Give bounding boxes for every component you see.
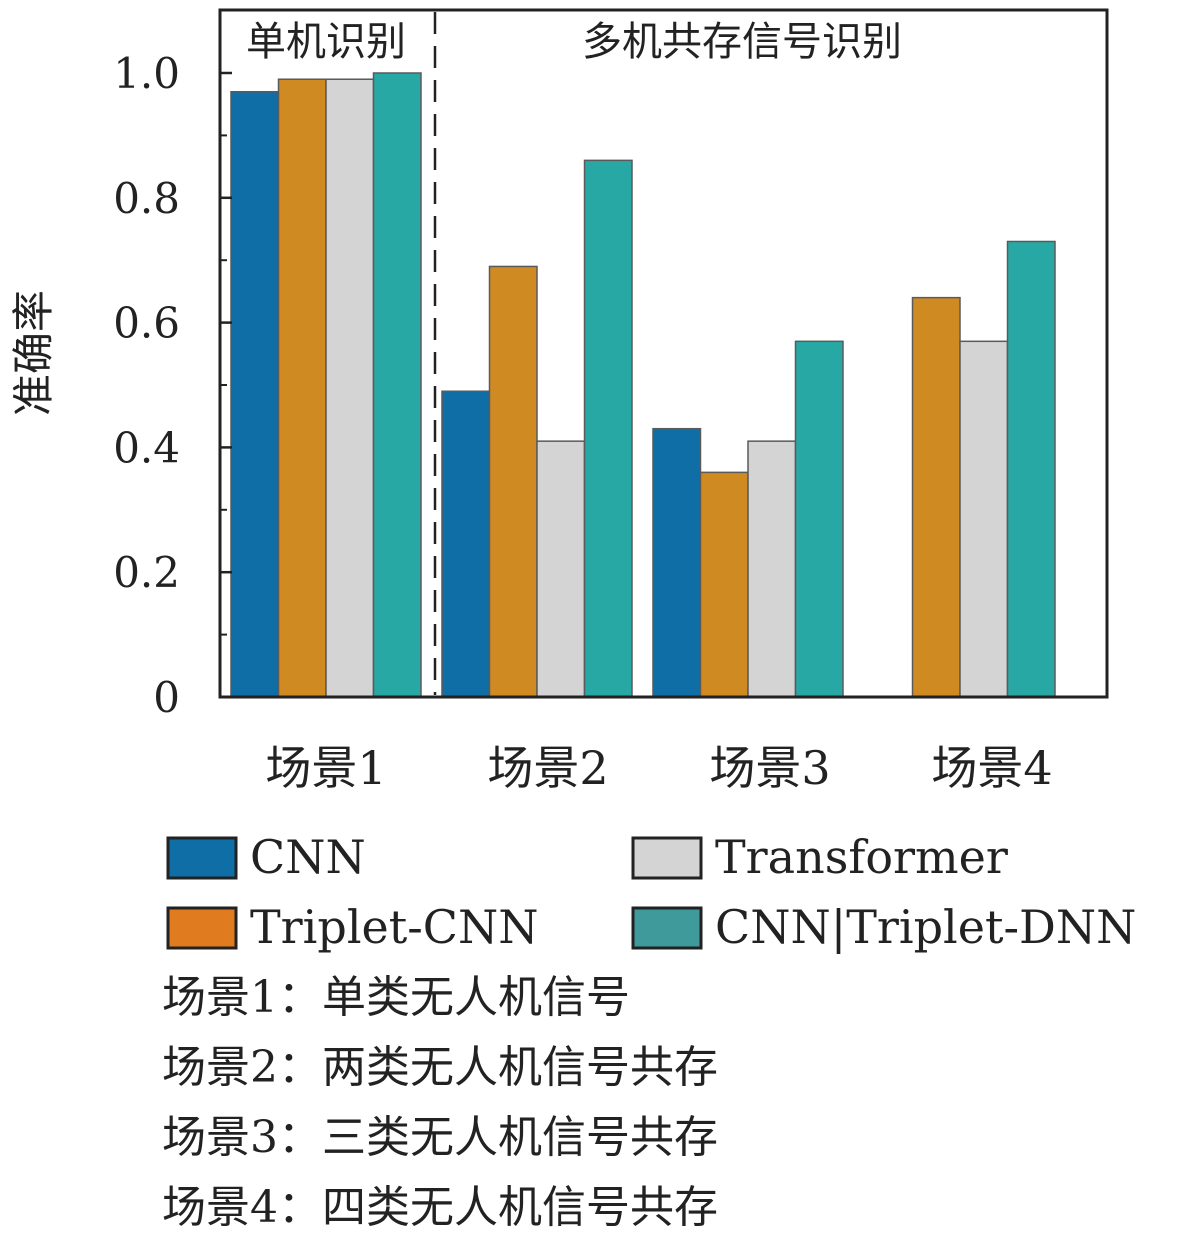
bar-cnn-场景1 [230,90,280,698]
legend-swatch-transformer [631,836,703,880]
region-label-multi: 多机共存信号识别 [582,19,902,65]
bar-cnn-triplet-dnn-场景4 [1006,240,1056,698]
bar-transformer-场景2 [536,440,586,698]
x-category-label: 场景2 [487,741,608,795]
y-tick-label: 0.8 [113,174,180,223]
x-category-label: 场景4 [931,741,1052,795]
x-category-label: 场景1 [265,741,386,795]
bar-triplet-cnn-场景4 [911,296,961,698]
bar-transformer-场景3 [747,440,797,698]
bar-cnn-triplet-dnn-场景2 [583,159,633,698]
legend-label-cnn: CNN [250,830,366,884]
legend-swatch-cnn-triplet-dnn [631,906,703,950]
y-tick-label: 0.2 [113,548,180,597]
bar-cnn-场景2 [441,390,491,698]
y-axis-label: 准确率 [9,290,58,416]
note-scenario-1: 场景1：单类无人机信号 [162,972,630,1023]
bar-cnn-triplet-dnn-场景1 [372,72,422,698]
bar-triplet-cnn-场景3 [699,471,749,698]
plot-frame [218,8,1109,699]
y-tick-label: 1.0 [113,49,180,98]
note-scenario-4: 场景4：四类无人机信号共存 [162,1182,718,1233]
y-tick-label: 0 [153,673,180,722]
bar-triplet-cnn-场景2 [488,265,538,698]
note-scenario-3: 场景3：三类无人机信号共存 [162,1112,718,1163]
bar-transformer-场景4 [959,340,1009,698]
bar-transformer-场景1 [325,78,375,698]
legend-label-triplet-cnn: Triplet-CNN [250,900,539,954]
bar-cnn-场景3 [652,427,702,698]
note-scenario-2: 场景2：两类无人机信号共存 [162,1042,718,1093]
legend-label-cnn-triplet-dnn: CNN|Triplet-DNN [715,900,1136,954]
bar-triplet-cnn-场景1 [277,78,327,698]
y-tick-label: 0.6 [113,299,180,348]
legend-swatch-cnn [166,836,238,880]
y-tick-label: 0.4 [113,423,180,472]
legend-swatch-triplet-cnn [166,906,238,950]
legend-label-transformer: Transformer [715,830,1008,884]
x-category-label: 场景3 [709,741,830,795]
region-label-single: 单机识别 [246,19,406,65]
bar-cnn-triplet-dnn-场景3 [794,340,844,698]
